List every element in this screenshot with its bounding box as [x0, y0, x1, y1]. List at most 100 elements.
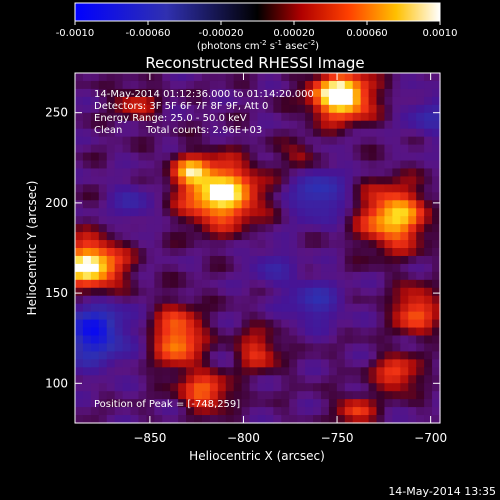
heatmap-cell [368, 200, 378, 209]
heatmap-cell [305, 80, 314, 90]
heatmap-cell [122, 232, 132, 241]
heatmap-cell [154, 319, 163, 329]
heatmap-cell [384, 351, 393, 360]
heatmap-cell [392, 144, 401, 154]
heatmap-cell [75, 200, 84, 209]
y-tick-label: 200 [45, 196, 68, 210]
heatmap-cell [432, 271, 441, 281]
heatmap-cell [75, 287, 84, 297]
heatmap-cell [281, 359, 290, 368]
heatmap-cell [201, 335, 211, 345]
heatmap-cell [186, 200, 195, 209]
heatmap-cell [201, 160, 211, 170]
heatmap-cell [201, 255, 211, 265]
heatmap-cell [90, 240, 100, 249]
heatmap-cell [162, 200, 171, 209]
heatmap-cell [273, 295, 282, 305]
heatmap-cell [75, 303, 84, 313]
heatmap-cell [138, 287, 148, 297]
heatmap-cell [281, 216, 290, 225]
heatmap-cell [217, 136, 227, 146]
heatmap-cell [114, 232, 124, 241]
heatmap-cell [178, 287, 187, 297]
heatmap-cell [130, 255, 140, 265]
heatmap-cell [146, 168, 155, 177]
heatmap-cell [225, 335, 235, 345]
heatmap-cell [75, 255, 84, 265]
heatmap-cell [138, 303, 148, 313]
plot-frame [74, 72, 441, 424]
heatmap-cell [384, 263, 393, 273]
heatmap-cell [209, 359, 219, 368]
heatmap-cell [186, 359, 195, 368]
heatmap-cell [201, 136, 211, 146]
heatmap-cell [416, 279, 425, 289]
heatmap-cell [360, 287, 370, 297]
heatmap-cell [376, 80, 386, 90]
heatmap-cell [392, 96, 401, 106]
heatmap-cell [313, 367, 322, 376]
heatmap-cell [233, 319, 243, 329]
heatmap-cell [75, 343, 84, 352]
heatmap-cell [273, 303, 282, 313]
heatmap-cell [265, 128, 274, 138]
heatmap-cell [265, 415, 274, 424]
heatmap-cell [289, 144, 298, 154]
heatmap-cell [320, 120, 330, 130]
heatmap-cell [352, 415, 362, 424]
heatmap-cell [416, 88, 425, 98]
heatmap-cell [344, 184, 354, 193]
heatmap-cell [376, 263, 386, 273]
heatmap-cell [257, 136, 267, 146]
heatmap-cell [289, 271, 298, 281]
heatmap-cell [225, 311, 235, 321]
heatmap-cell [281, 160, 290, 170]
heatmap-cell [305, 359, 314, 368]
heatmap-cell [162, 295, 171, 305]
heatmap-cell [98, 271, 108, 281]
heatmap-cell [384, 383, 393, 392]
heatmap-cell [233, 343, 243, 352]
heatmap-cell [424, 192, 433, 201]
heatmap-cell [416, 168, 425, 177]
heatmap-cell [305, 263, 314, 273]
heatmap-cell [186, 287, 195, 297]
heatmap-cell [170, 112, 179, 122]
heatmap-cell [225, 160, 235, 170]
heatmap-cell [360, 104, 370, 114]
heatmap-cell [186, 279, 195, 289]
heatmap-cell [424, 73, 433, 82]
heatmap-cell [122, 128, 132, 138]
heatmap-cell [122, 120, 132, 130]
heatmap-cell [146, 128, 155, 138]
heatmap-cell [138, 232, 148, 241]
heatmap-cell [289, 184, 298, 193]
heatmap-cell [154, 391, 163, 400]
heatmap-cell [328, 216, 338, 225]
heatmap-cell [273, 224, 282, 233]
heatmap-cell [217, 359, 227, 368]
heatmap-cell [98, 112, 108, 122]
heatmap-cell [241, 88, 251, 98]
heatmap-cell [106, 208, 116, 217]
heatmap-cell [352, 383, 362, 392]
heatmap-cell [432, 287, 441, 297]
heatmap-cell [257, 176, 267, 185]
heatmap-cell [384, 168, 393, 177]
heatmap-cell [352, 232, 362, 241]
heatmap-cell [106, 160, 116, 170]
heatmap-cell [432, 295, 441, 305]
heatmap-cell [225, 192, 235, 201]
heatmap-cell [130, 359, 140, 368]
heatmap-cell [336, 319, 346, 329]
heatmap-cell [376, 335, 386, 345]
heatmap-cell [122, 200, 132, 209]
heatmap-cell [305, 96, 314, 106]
heatmap-cell [257, 184, 267, 193]
heatmap-cell [408, 303, 417, 313]
heatmap-cell [122, 295, 132, 305]
heatmap-cell [90, 128, 100, 138]
heatmap-cell [336, 88, 346, 98]
heatmap-cell [201, 144, 211, 154]
heatmap-cell [313, 255, 322, 265]
